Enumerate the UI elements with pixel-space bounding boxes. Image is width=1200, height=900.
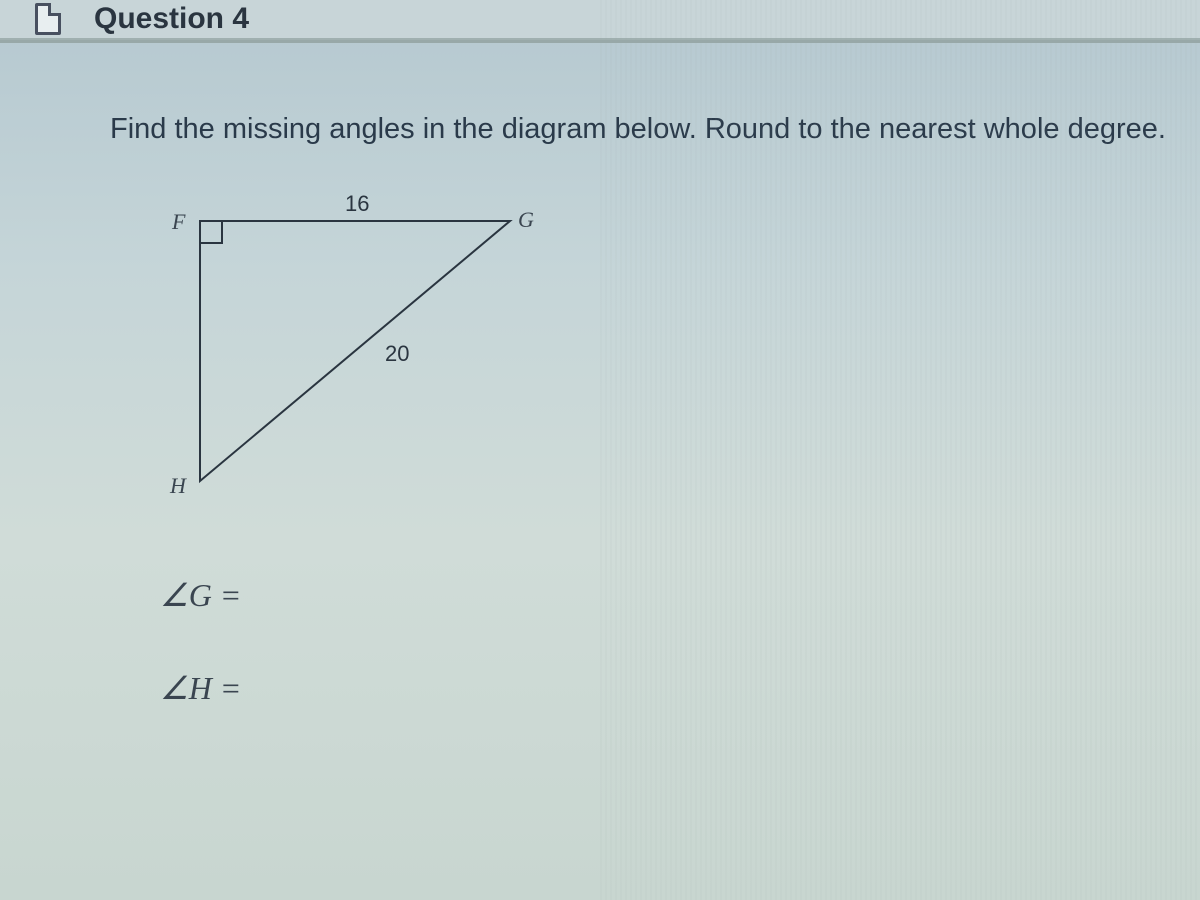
- question-prompt: Find the missing angles in the diagram b…: [110, 113, 1170, 146]
- tab-title: Question 4: [94, 2, 249, 36]
- angle-h-prompt: ∠H =: [160, 669, 1170, 707]
- vertex-label-g: G: [518, 207, 534, 233]
- triangle-diagram: F G H 16 20: [160, 191, 600, 521]
- side-label-gh: 20: [385, 341, 409, 367]
- question-content: Find the missing angles in the diagram b…: [0, 43, 1200, 792]
- vertex-label-f: F: [172, 209, 185, 235]
- answer-section: ∠G = ∠H =: [160, 576, 1170, 707]
- document-icon: [30, 1, 66, 37]
- vertex-label-h: H: [170, 473, 186, 499]
- triangle-svg: [160, 191, 600, 521]
- tab-bar: Question 4: [0, 0, 1200, 40]
- angle-g-prompt: ∠G =: [160, 576, 1170, 614]
- side-label-fg: 16: [345, 191, 369, 217]
